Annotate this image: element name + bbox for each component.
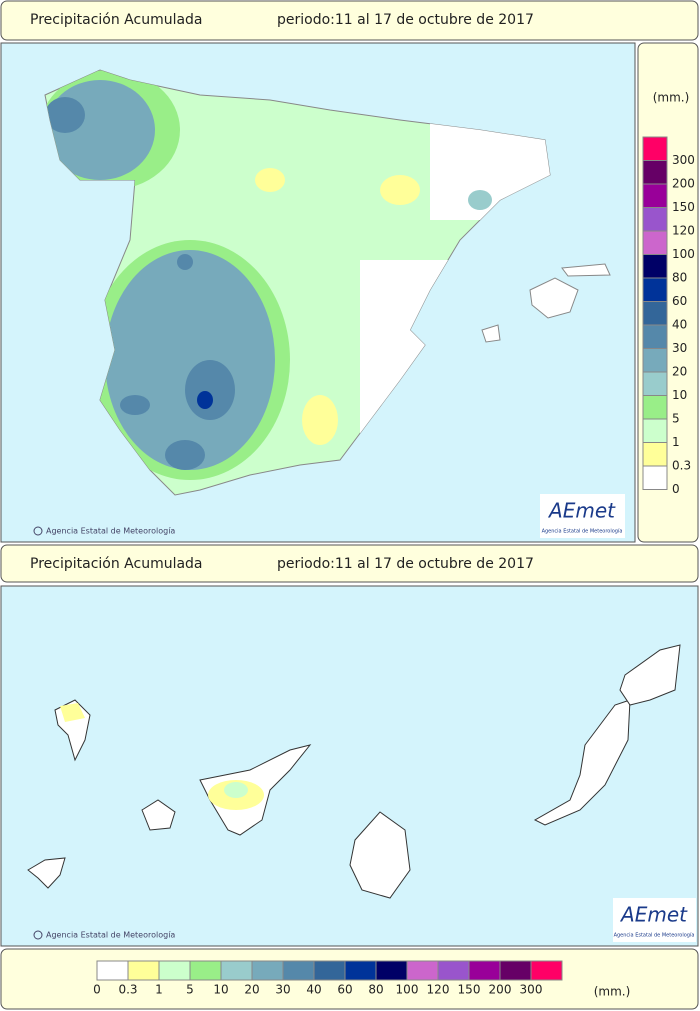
legend-swatch bbox=[642, 301, 668, 326]
legend-swatch bbox=[642, 465, 668, 490]
legend-swatch bbox=[642, 207, 668, 232]
legend-label: 20 bbox=[244, 983, 259, 997]
title: Precipitación Acumulada bbox=[30, 12, 203, 28]
legend-swatch bbox=[642, 160, 668, 185]
legend-swatch bbox=[468, 960, 501, 981]
legend-label: 10 bbox=[213, 983, 228, 997]
legend-swatch bbox=[642, 230, 668, 255]
legend-label: 40 bbox=[306, 983, 321, 997]
legend-label: 200 bbox=[489, 983, 512, 997]
legend-swatch bbox=[96, 960, 129, 981]
legend-label: 150 bbox=[458, 983, 481, 997]
legend-label: 40 bbox=[672, 318, 687, 332]
legend-swatch bbox=[642, 348, 668, 373]
legend-label: 300 bbox=[672, 153, 695, 167]
legend-label: 10 bbox=[672, 388, 687, 402]
legend-horizontal: 0 0.3 1 5 10 20 30 40 60 80 100 120 150 200 300 bbox=[93, 960, 563, 997]
period: periodo:11 al 17 de octubre de 2017 bbox=[277, 556, 534, 572]
legend-unit: (mm.) bbox=[653, 91, 690, 105]
legend-swatch bbox=[642, 277, 668, 302]
legend-label: 1 bbox=[155, 983, 163, 997]
legend-swatch bbox=[642, 324, 668, 349]
logo-box bbox=[540, 494, 625, 538]
credit: Agencia Estatal de Meteorología bbox=[46, 527, 175, 536]
legend-label: 30 bbox=[275, 983, 290, 997]
legend-label: 20 bbox=[672, 365, 687, 379]
logo: AEmet bbox=[619, 903, 688, 927]
legend-label: 60 bbox=[672, 294, 687, 308]
legend-label: 120 bbox=[427, 983, 450, 997]
legend-swatch bbox=[313, 960, 346, 981]
legend-label: 150 bbox=[672, 200, 695, 214]
legend-label: 60 bbox=[337, 983, 352, 997]
legend-label: 30 bbox=[672, 341, 687, 355]
logo-box bbox=[613, 898, 696, 942]
legend-swatch bbox=[642, 442, 668, 467]
legend-label: 0.3 bbox=[672, 459, 691, 473]
legend-label: 120 bbox=[672, 224, 695, 238]
legend-swatch bbox=[437, 960, 470, 981]
legend-swatch bbox=[642, 136, 668, 161]
legend-label: 5 bbox=[672, 412, 680, 426]
copyright-icon bbox=[33, 526, 43, 536]
legend-swatch bbox=[158, 960, 191, 981]
legend-swatch bbox=[375, 960, 408, 981]
legend-swatch bbox=[642, 418, 668, 443]
legend-swatch bbox=[530, 960, 563, 981]
legend-swatch bbox=[642, 395, 668, 420]
legend-swatch bbox=[220, 960, 253, 981]
legend-label: 100 bbox=[396, 983, 419, 997]
legend-label: 1 bbox=[672, 435, 680, 449]
legend-label: 80 bbox=[368, 983, 383, 997]
legend-swatch bbox=[189, 960, 222, 981]
legend-unit: (mm.) bbox=[594, 985, 631, 999]
legend-label: 0.3 bbox=[118, 983, 137, 997]
legend-label: 0 bbox=[93, 983, 101, 997]
credit: Agencia Estatal de Meteorología bbox=[46, 931, 175, 940]
legend-swatch bbox=[251, 960, 284, 981]
title: Precipitación Acumulada bbox=[30, 556, 203, 572]
legend-swatch bbox=[282, 960, 315, 981]
legend-label: 0 bbox=[672, 482, 680, 496]
header-panel bbox=[0, 0, 699, 41]
legend-label: 80 bbox=[672, 271, 687, 285]
legend-swatch bbox=[642, 183, 668, 208]
legend-label: 5 bbox=[186, 983, 194, 997]
canary-islands bbox=[27, 644, 681, 899]
legend-swatch bbox=[127, 960, 160, 981]
logo-subtitle: Agencia Estatal de Meteorología bbox=[542, 528, 623, 535]
legend-label: 100 bbox=[672, 247, 695, 261]
legend-swatch bbox=[344, 960, 377, 981]
copyright-icon bbox=[33, 930, 43, 940]
legend-swatch bbox=[642, 371, 668, 396]
legend-vertical: 0 0.3 1 5 10 20 30 40 60 80 100 120 150 200 300 bbox=[642, 136, 695, 496]
legend-swatch bbox=[642, 254, 668, 279]
legend-swatch bbox=[499, 960, 532, 981]
logo-subtitle: Agencia Estatal de Meteorología bbox=[614, 932, 695, 939]
legend-label: 300 bbox=[520, 983, 543, 997]
legend-swatch bbox=[406, 960, 439, 981]
period: periodo:11 al 17 de octubre de 2017 bbox=[277, 12, 534, 28]
header-panel bbox=[0, 544, 699, 583]
legend-label: 200 bbox=[672, 177, 695, 191]
logo: AEmet bbox=[547, 499, 616, 523]
